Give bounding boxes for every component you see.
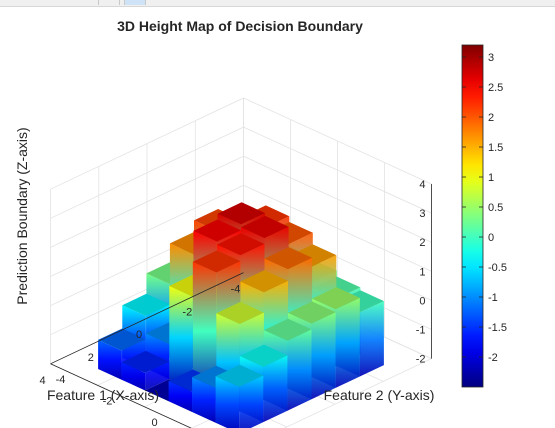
x-axis-label: Feature 1 (X-axis) (47, 387, 159, 403)
colorbar-tick-label: -0.5 (488, 262, 507, 274)
colorbar-tick-label: 3 (488, 52, 494, 64)
colorbar-tick-label: 0 (488, 232, 494, 244)
z-tick-label: 2 (419, 237, 425, 249)
colorbar-bar (462, 45, 483, 387)
x-tick-label: -4 (231, 284, 241, 296)
figure-toolbar (0, 0, 555, 7)
x-tick-label: 4 (39, 375, 45, 387)
z-tick-label: 4 (419, 179, 425, 191)
z-axis-label: Prediction Boundary (Z-axis) (14, 127, 30, 304)
colorbar-tick-label: 1.5 (488, 142, 503, 154)
y-tick-label: -4 (56, 374, 66, 386)
z-tick-label: 3 (419, 208, 425, 220)
colorbar-tick-label: -1 (488, 292, 498, 304)
surface-face-side (263, 355, 287, 422)
toolbar-button-1[interactable] (98, 0, 120, 5)
z-tick-label: 0 (419, 295, 425, 307)
colorbar-tick-label: 2 (488, 112, 494, 124)
x-tick-label: 2 (88, 352, 94, 364)
colorbar-tick-label: 0.5 (488, 202, 503, 214)
y-axis-label: Feature 2 (Y-axis) (324, 387, 435, 403)
surface-face-side (336, 298, 360, 388)
surface-cell (216, 365, 264, 428)
z-tick-label: -2 (416, 354, 426, 366)
colorbar-tick-label: -2 (488, 352, 498, 364)
z-tick-label: 1 (419, 266, 425, 278)
colorbar-tick-label: -1.5 (488, 322, 507, 334)
chart-title: 3D Height Map of Decision Boundary (117, 18, 363, 34)
x-tick-label: 0 (136, 329, 142, 341)
z-tick-label: -1 (416, 325, 426, 337)
y-tick-label: 0 (151, 417, 157, 428)
colorbar-tick-label: 2.5 (488, 82, 503, 94)
toolbar-button-2[interactable] (124, 0, 146, 5)
surface-face-side (287, 329, 311, 410)
colorbar-tick-label: 1 (488, 172, 494, 184)
surface-face-side (360, 301, 384, 376)
x-tick-label: -2 (182, 306, 192, 318)
